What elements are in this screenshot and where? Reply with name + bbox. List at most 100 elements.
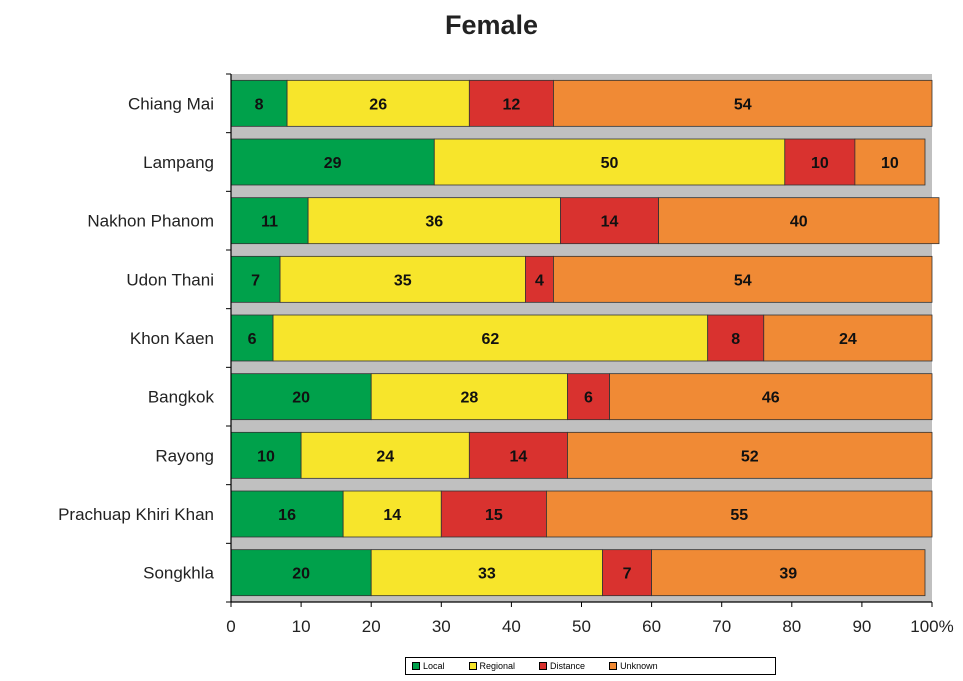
bar-segment-distance [602, 549, 653, 597]
category-label: Songkhla [143, 564, 214, 583]
bar-segment-unknown [658, 197, 940, 245]
data-label-local: 6 [248, 331, 257, 348]
bar-segment-unknown [763, 314, 933, 362]
bar-segment-local [230, 197, 309, 245]
bar-segment-distance [440, 490, 547, 538]
category-label: Chiang Mai [128, 94, 214, 113]
bar-segment-regional [370, 549, 603, 597]
x-tick-label: 80 [782, 617, 801, 636]
data-label-distance: 14 [510, 448, 528, 465]
x-tick-label: 60 [642, 617, 661, 636]
data-label-regional: 36 [425, 214, 443, 231]
legend-item-distance: Distance [539, 661, 585, 671]
data-label-local: 11 [261, 214, 278, 231]
data-label-unknown: 52 [741, 448, 759, 465]
data-label-unknown: 54 [734, 96, 752, 113]
legend-swatch [468, 662, 477, 670]
bar-segment-regional [300, 431, 470, 479]
data-label-distance: 8 [731, 331, 740, 348]
chart-title: Female [444, 10, 539, 40]
data-label-regional: 62 [481, 331, 499, 348]
bar-segment-distance [567, 373, 610, 421]
bar-segment-local [230, 490, 344, 538]
legend-swatch [609, 662, 618, 670]
category-label: Udon Thani [126, 270, 214, 289]
data-label-regional: 50 [601, 155, 619, 172]
bar-segment-regional [272, 314, 709, 362]
data-label-unknown: 40 [790, 214, 808, 231]
data-label-unknown: 24 [839, 331, 857, 348]
bar-segment-unknown [854, 138, 926, 186]
x-tick-label: 90 [852, 617, 871, 636]
legend-swatch [539, 662, 548, 670]
legend-label: Unknown [620, 661, 658, 671]
data-label-unknown: 10 [881, 155, 899, 172]
data-label-regional: 35 [394, 272, 412, 289]
bar-segment-regional [279, 255, 526, 303]
bar-segment-regional [342, 490, 442, 538]
data-label-local: 10 [257, 448, 275, 465]
bar-segment-unknown [553, 79, 933, 127]
data-label-distance: 14 [601, 214, 619, 231]
data-label-local: 16 [278, 507, 296, 524]
data-label-distance: 7 [623, 566, 632, 583]
bar-segment-unknown [651, 549, 926, 597]
data-label-local: 29 [324, 155, 342, 172]
bar-segment-local [230, 79, 288, 127]
bar-segment-distance [560, 197, 660, 245]
data-label-distance: 15 [485, 507, 503, 524]
x-tick-label: 10 [292, 617, 311, 636]
data-label-regional: 24 [376, 448, 394, 465]
bar-segment-distance [784, 138, 856, 186]
bar-segment-local [230, 255, 281, 303]
legend-swatch [412, 662, 420, 670]
data-label-distance: 10 [811, 155, 829, 172]
data-label-unknown: 39 [779, 566, 797, 583]
data-label-regional: 33 [478, 566, 496, 583]
category-label: Lampang [143, 153, 214, 172]
data-label-regional: 28 [460, 390, 478, 407]
data-label-regional: 14 [383, 507, 401, 524]
bar-segment-unknown [546, 490, 933, 538]
bar-segment-unknown [553, 255, 933, 303]
legend-label: Local [423, 661, 445, 671]
data-label-local: 20 [292, 566, 310, 583]
bar-segment-unknown [567, 431, 933, 479]
legend-item-unknown: Unknown [609, 661, 658, 671]
data-label-local: 8 [255, 96, 264, 113]
bar-segment-regional [433, 138, 786, 186]
x-tick-label: 50 [572, 617, 591, 636]
category-label: Bangkok [148, 388, 215, 407]
category-label: Khon Kaen [130, 329, 214, 348]
x-tick-label: 40 [502, 617, 521, 636]
x-tick-label: 100% [910, 617, 953, 636]
data-label-regional: 26 [369, 96, 387, 113]
x-tick-label: 30 [432, 617, 451, 636]
bar-segment-unknown [609, 373, 933, 421]
bar-segment-local [230, 138, 435, 186]
x-tick-label: 70 [712, 617, 731, 636]
bar-segment-local [230, 314, 274, 362]
data-label-local: 20 [292, 390, 310, 407]
data-label-distance: 12 [503, 96, 521, 113]
data-label-unknown: 55 [730, 507, 748, 524]
data-label-local: 7 [251, 272, 260, 289]
x-tick-label: 0 [226, 617, 235, 636]
data-label-distance: 4 [535, 272, 544, 289]
bar-segment-local [230, 373, 372, 421]
category-label: Prachuap Khiri Khan [58, 505, 214, 524]
data-label-distance: 6 [584, 390, 593, 407]
category-label: Rayong [155, 446, 214, 465]
data-label-unknown: 46 [762, 390, 780, 407]
legend-item-local: Local [412, 661, 445, 671]
bar-segment-regional [307, 197, 561, 245]
bar-segment-distance [468, 431, 568, 479]
legend-item-regional: Regional [468, 661, 516, 671]
legend: Local Regional Distance Unknown [405, 657, 776, 675]
legend-label: Regional [479, 661, 516, 671]
x-tick-label: 20 [362, 617, 381, 636]
data-label-unknown: 54 [734, 272, 752, 289]
legend-label: Distance [550, 661, 586, 671]
category-label: Nakhon Phanom [87, 212, 214, 231]
